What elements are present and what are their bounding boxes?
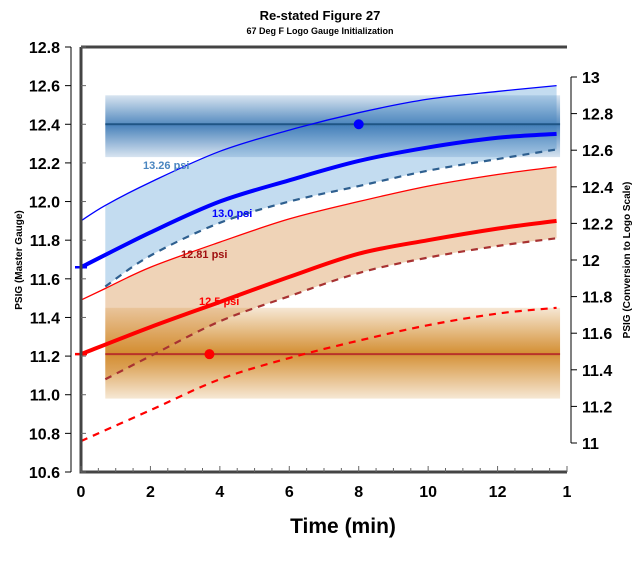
y-tick-label: 11.2 [30, 349, 60, 366]
annotation-label: 13.0 psi [212, 208, 252, 220]
y2-tick-label: 12.8 [582, 107, 613, 124]
y2-axis-label: PSIG (Conversion to Logo Scale) [622, 182, 633, 339]
y2-tick-label: 12 [582, 253, 600, 270]
x-tick-label: 4 [215, 484, 224, 501]
y-tick-label: 12.4 [29, 117, 60, 134]
chart-title: Re-stated Figure 27 [260, 8, 381, 23]
series-line-2 [104, 148, 557, 288]
x-tick-label: 10 [419, 484, 437, 501]
y2-tick-label: 12.4 [582, 180, 613, 197]
y2-tick-label: 11.4 [582, 363, 612, 380]
band-marker-0 [353, 119, 364, 130]
fill-region-1 [105, 166, 557, 380]
x-tick-label: 1 [563, 484, 572, 501]
x-tick-label: 6 [285, 484, 294, 501]
y2-tick-label: 12.2 [582, 216, 613, 233]
band-marker-1 [204, 349, 215, 360]
y2-tick-label: 11.6 [582, 326, 612, 343]
x-tick-label: 0 [77, 484, 86, 501]
series-line-6 [80, 306, 557, 443]
x-tick-label: 12 [489, 484, 507, 501]
band-0 [105, 95, 561, 158]
y-axis-label: PSIG (Master Gauge) [14, 210, 25, 309]
chart-subtitle: 67 Deg F Logo Gauge Initialization [246, 26, 393, 36]
series-line-0 [80, 84, 557, 222]
y2-tick-label: 13 [582, 70, 600, 87]
annotation-label: 12.5 psi [199, 296, 239, 308]
y2-tick-label: 11.8 [582, 290, 612, 307]
series-line-3 [80, 166, 557, 301]
y2-tick-label: 11 [582, 436, 599, 453]
y-tick-label: 12.6 [29, 79, 60, 96]
annotation-label: 13.26 psi [143, 160, 189, 172]
y-tick-label: 11.6 [30, 272, 60, 289]
y-tick-label: 12.0 [29, 195, 60, 212]
y2-tick-label: 11.2 [582, 399, 612, 416]
y-tick-label: 11.4 [30, 310, 60, 327]
x-tick-label: 8 [354, 484, 363, 501]
y-tick-label: 11.0 [30, 388, 60, 405]
y-tick-label: 10.6 [29, 465, 60, 482]
y-tick-label: 11.8 [30, 233, 60, 250]
y-tick-label: 12.8 [29, 40, 60, 57]
series-line-5 [104, 237, 557, 381]
x-axis-label: Time (min) [290, 515, 396, 538]
y-tick-label: 12.2 [29, 156, 60, 173]
y2-tick-label: 12.6 [582, 143, 613, 160]
series-line-1 [80, 131, 557, 270]
series-line-4 [80, 218, 557, 357]
y-tick-label: 10.8 [29, 426, 60, 443]
x-tick-label: 2 [146, 484, 155, 501]
annotation-label: 12.81 psi [181, 249, 227, 261]
